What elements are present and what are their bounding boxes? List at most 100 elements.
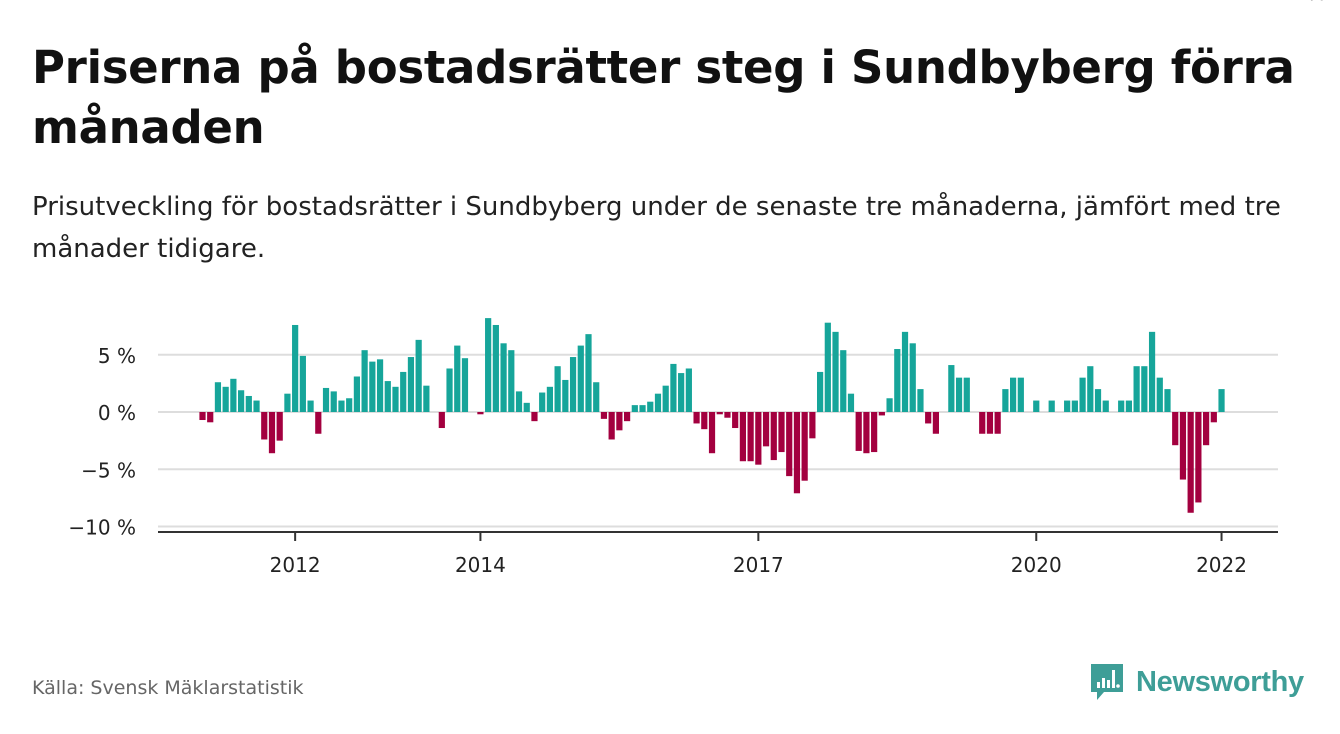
bar [338,400,345,412]
bar [778,412,785,453]
bar [994,412,1001,434]
bar [438,412,445,429]
x-tick-label: 2014 [455,553,506,577]
bar [732,412,739,429]
bar [708,412,716,454]
bar [1195,412,1202,503]
newsworthy-brand-name: Newsworthy [1136,665,1304,698]
bar [662,385,669,412]
bar [1033,400,1040,412]
chart-subtitle: Prisutveckling för bostadsrätter i Sundb… [32,192,1281,264]
bar [415,339,422,412]
bar [369,361,376,412]
y-tick-label: 5 % [98,344,136,368]
bar [1164,389,1171,412]
bar [1010,377,1017,412]
bar [1071,400,1078,412]
newsworthy-logo-icon [1091,664,1123,700]
bar [261,412,268,440]
bar [346,398,353,412]
bar [909,343,916,412]
x-tick-label: 2020 [1011,553,1062,577]
bar [847,393,855,412]
bar [238,390,245,412]
bar [546,386,553,412]
bar [747,412,754,462]
bar [824,322,831,412]
bar [446,368,453,412]
bar [400,371,407,412]
bar [855,412,862,451]
bar [801,412,808,481]
bar [1002,389,1009,412]
bar [925,412,932,424]
bar [631,405,638,412]
bar [678,373,685,412]
bar [1179,412,1187,480]
bar [508,350,515,412]
bar [608,412,615,440]
bar [569,357,577,412]
bar [454,345,461,412]
bar [1148,331,1156,412]
y-tick-label: 0 % [98,401,136,425]
x-tick-label: 2017 [733,553,784,577]
bar [786,412,793,477]
bar [485,318,492,412]
bar [214,382,222,412]
bar [322,387,330,412]
bar [392,386,399,412]
bar [817,371,824,412]
bar [701,412,708,430]
axis-labels: 5 % 0 % −5 % −10 % 2012 2014 2017 2020 2022 2 % [68,0,1326,577]
newsworthy-brand[interactable]: Newsworthy [1088,661,1304,703]
bar [1118,400,1125,412]
bar [245,395,252,412]
bar [284,393,291,412]
bar [840,350,847,412]
bar [330,391,337,412]
bar [222,386,229,412]
bar [832,331,839,412]
bar [407,357,415,412]
bar [770,412,777,461]
bar [423,385,430,412]
bar [654,393,662,412]
bar [639,405,646,412]
bar [739,412,746,462]
bar [871,412,878,453]
bar [1218,389,1225,412]
bar [762,412,770,447]
bar [986,412,994,434]
bar [793,412,801,494]
bar [1102,400,1109,412]
bar [624,412,631,422]
bar [878,412,885,416]
bar [268,412,276,454]
bar [353,376,360,412]
bar [1087,366,1094,412]
bar [276,412,283,441]
y-tick-label: −10 % [68,516,136,540]
bar [979,412,986,434]
last-value-label: 2 % [1286,0,1326,5]
bar [585,334,592,412]
x-tick-label: 2022 [1196,553,1247,577]
bar [376,359,384,412]
bar [384,381,391,412]
bar [755,412,762,465]
bar [1017,377,1024,412]
y-tick-label: −5 % [81,458,136,482]
bar [1172,412,1179,446]
bar [253,400,260,412]
bar [886,398,893,412]
bar [948,365,955,412]
bar [207,412,214,423]
bar [901,331,909,412]
bar [1210,412,1217,423]
bar [716,412,723,415]
bar [523,402,530,412]
bar [963,377,970,412]
bar [693,412,700,424]
bar [1187,412,1194,513]
